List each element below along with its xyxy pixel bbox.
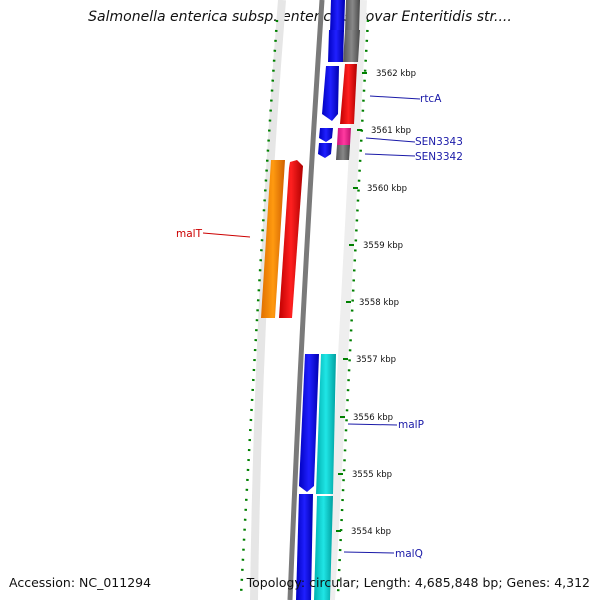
gene-blue-d <box>318 143 332 158</box>
gene-label-malP: malP <box>398 419 424 431</box>
gene-malP <box>316 354 336 494</box>
gene-label-SEN3342: SEN3342 <box>415 151 463 163</box>
leader-malT <box>202 232 251 238</box>
tick-marks <box>336 72 367 532</box>
tick-label: 3556 kbp <box>353 413 393 423</box>
topology-label: Topology: circular; Length: 4,685,848 bp… <box>246 575 590 590</box>
gene-top-gray <box>345 0 360 32</box>
gene-malQ-blue <box>296 494 313 600</box>
inner-ring-band <box>325 0 367 600</box>
leader-SEN3342 <box>364 153 416 157</box>
gene-blue-c <box>319 128 333 142</box>
gene-malQ <box>314 496 333 600</box>
gene-rtcA <box>340 64 357 124</box>
gene-orange <box>261 160 285 318</box>
tick-label: 3555 kbp <box>352 470 392 480</box>
tick-label: 3558 kbp <box>359 298 399 308</box>
accession-label: Accession: NC_011294 <box>9 575 152 590</box>
leader-malQ <box>343 551 395 554</box>
gene-SEN3342 <box>336 145 350 160</box>
gene-blue-a <box>328 30 344 62</box>
tick-label: 3559 kbp <box>363 241 403 251</box>
gene-malP-blue <box>299 354 319 492</box>
gene-label-malQ: malQ <box>395 548 423 560</box>
tick-label: 3557 kbp <box>356 355 396 365</box>
gene-blue-b <box>322 66 339 121</box>
map-title: Salmonella enterica subsp. enterica sero… <box>88 9 512 25</box>
gene-SEN3343 <box>337 128 351 145</box>
gene-label-malT: malT <box>176 228 203 240</box>
gene-label-SEN3343: SEN3343 <box>415 136 463 148</box>
leader-SEN3343 <box>365 137 416 143</box>
tick-label: 3560 kbp <box>367 184 407 194</box>
tick-label: 3554 kbp <box>351 527 391 537</box>
tick-label: 3562 kbp <box>376 69 416 79</box>
tick-label: 3561 kbp <box>371 126 411 136</box>
backbone-ring <box>287 0 325 600</box>
gene-malT <box>279 160 303 318</box>
gene-label-rtcA: rtcA <box>420 93 442 105</box>
leader-rtcA <box>369 95 421 100</box>
leader-malP <box>347 423 398 426</box>
gene-top-blue <box>330 0 345 32</box>
gene-gray-a <box>343 30 360 62</box>
